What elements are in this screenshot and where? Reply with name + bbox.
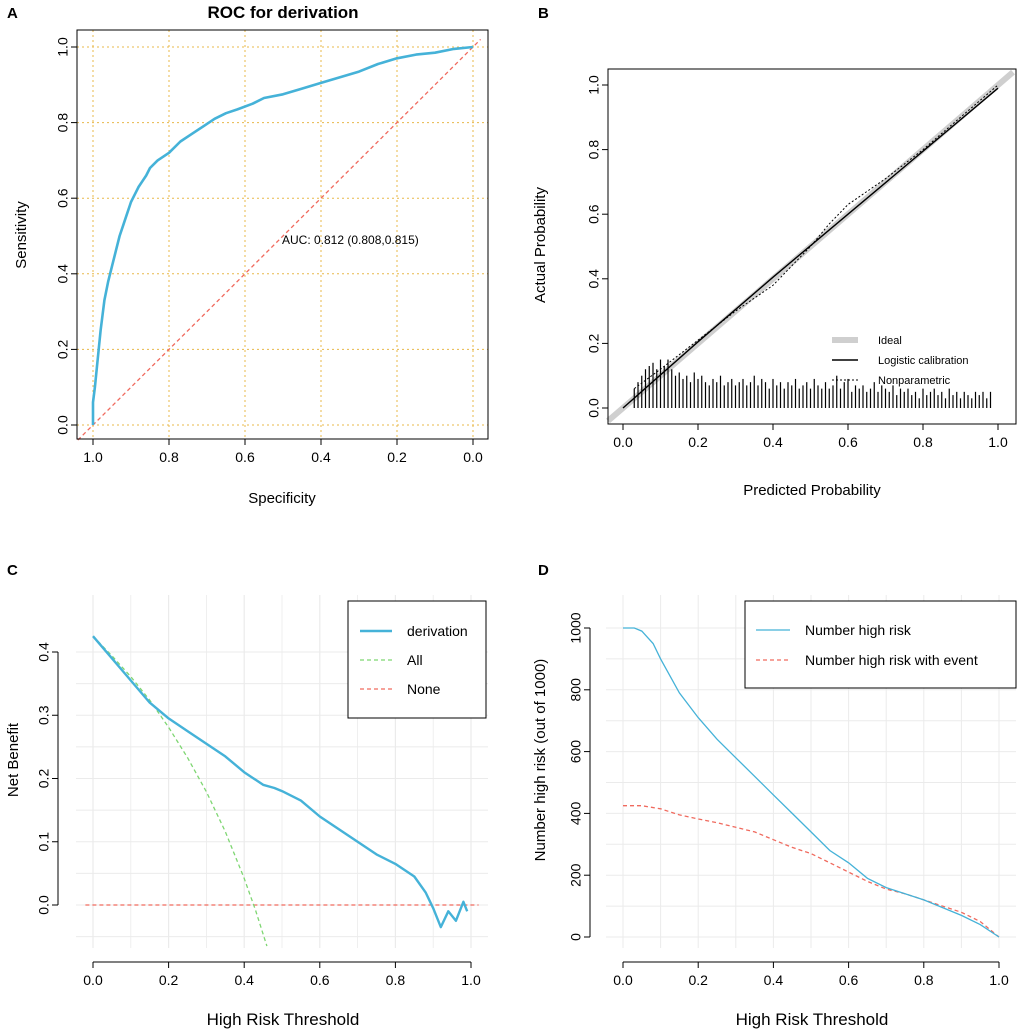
a-y-tick-label: 0.4 [55,264,71,284]
all-line [92,635,268,947]
legend-nonparametric-label: Nonparametric [878,375,951,387]
c-y-tick-label: 0.0 [36,895,52,915]
d-x-tick-label: 0.6 [839,972,859,988]
b-x-tick-label: 1.0 [988,434,1008,450]
d-y-tick-label: 200 [568,863,584,887]
panel-c: C derivation All None 0.0 0.2 0.4 0.6 0.8 1.0… [5,562,488,1029]
d-y-tick-label: 800 [568,678,584,702]
auc-annotation: AUC: 0.812 (0.808,0.815) [282,233,419,247]
logistic-calibration-line [622,87,999,409]
panel-b-legend: Ideal Logistic calibration Nonparametric [832,335,969,387]
panel-b-plot [606,69,1015,424]
a-x-tick-label: 0.0 [463,449,483,465]
b-y-tick-label: 0.2 [586,333,602,353]
b-x-tick-label: 0.0 [613,434,633,450]
b-x-tick-label: 0.2 [688,434,708,450]
panel-c-grid [76,595,488,948]
d-x-tick-label: 0.4 [764,972,784,988]
panel-d-letter: D [538,562,549,579]
b-y-tick-label: 1.0 [586,75,602,95]
panel-d: D Number high risk Number high risk with… [532,562,1017,1029]
d-y-tick-label: 1000 [568,612,584,643]
panel-a-letter: A [7,5,18,22]
panel-c-legend: derivation All None [347,600,487,719]
c-x-tick-label: 0.8 [386,972,406,988]
a-x-tick-label: 1.0 [83,449,103,465]
c-y-tick-label: 0.1 [36,832,52,852]
panel-d-grid [606,595,1016,948]
derivation-line [92,635,469,929]
b-x-tick-label: 0.4 [763,434,783,450]
panel-c-ylabel: Net Benefit [5,722,22,797]
panel-d-ticks: 0.0 0.2 0.4 0.6 0.8 1.0 0 200 400 600 800 1000 [568,612,1009,988]
roc-curve [91,45,474,425]
panel-a-plot [77,38,482,441]
panel-c-ticks: 0.0 0.2 0.4 0.6 0.8 1.0 0.0 0.1 0.2 0.3 0.4 [36,642,481,988]
legend-high-risk-label: Number high risk [805,622,912,638]
c-x-tick-label: 0.6 [310,972,330,988]
legend-with-event-label: Number high risk with event [805,652,978,668]
panel-b-letter: B [538,5,549,22]
panel-b-frame [607,68,1017,425]
b-y-tick-label: 0.4 [586,269,602,289]
panel-d-plot [623,627,1000,938]
d-x-tick-label: 0.2 [688,972,708,988]
d-y-tick-label: 0 [568,933,584,941]
d-x-tick-label: 0.0 [613,972,633,988]
panel-a-ticks: 1.0 0.8 0.6 0.4 0.2 0.0 0.0 0.2 0.4 0.6 0.8 1.0 [55,37,483,465]
d-x-tick-label: 0.8 [914,972,934,988]
panel-b-ticks: 0.0 0.2 0.4 0.6 0.8 1.0 0.0 0.2 0.4 0.6 0.8 1.0 [586,75,1008,450]
panel-c-letter: C [7,562,18,579]
c-x-tick-label: 0.2 [159,972,179,988]
panel-d-xlabel: High Risk Threshold [736,1010,889,1029]
panel-a-xlabel: Specificity [248,490,316,507]
legend-derivation-label: derivation [407,623,468,639]
a-x-tick-label: 0.4 [311,449,331,465]
a-x-tick-label: 0.8 [159,449,179,465]
panel-a-frame [76,29,489,440]
legend-ideal-label: Ideal [878,335,902,347]
a-y-tick-label: 0.0 [55,415,71,435]
b-y-tick-label: 0.6 [586,204,602,224]
a-y-tick-label: 0.8 [55,113,71,133]
c-x-tick-label: 0.4 [234,972,254,988]
a-y-tick-label: 0.6 [55,188,71,208]
panel-d-ylabel: Number high risk (out of 1000) [532,659,549,862]
d-x-tick-label: 1.0 [989,972,1009,988]
d-y-tick-label: 600 [568,740,584,764]
b-x-tick-label: 0.6 [838,434,858,450]
a-x-tick-label: 0.2 [387,449,407,465]
panel-b-ylabel: Actual Probability [532,187,549,303]
c-y-tick-label: 0.4 [36,642,52,662]
roc-reference-line [77,38,482,441]
legend-logistic-label: Logistic calibration [878,355,969,367]
panel-a-ylabel: Sensitivity [13,201,30,269]
panel-c-xlabel: High Risk Threshold [207,1010,360,1029]
legend-all-label: All [407,652,423,668]
legend-none-label: None [407,681,441,697]
panel-b: B 0.0 0.2 0.4 0.6 0.8 1.0 0.0 0.2 0.4 0.6 0.8 1.0 I… [532,5,1017,499]
b-y-tick-label: 0.8 [586,140,602,160]
c-y-tick-label: 0.3 [36,705,52,725]
c-y-tick-label: 0.2 [36,769,52,789]
panel-d-legend: Number high risk Number high risk with e… [744,600,1017,689]
b-x-tick-label: 0.8 [913,434,933,450]
nonparametric-line [634,84,999,390]
high-risk-line [623,627,1000,938]
c-x-tick-label: 1.0 [461,972,481,988]
a-y-tick-label: 1.0 [55,37,71,57]
c-x-tick-label: 0.0 [83,972,103,988]
b-y-tick-label: 0.0 [586,398,602,418]
panel-a: A ROC for derivation AUC: 0.812 (0.808,0… [7,3,489,507]
panel-a-grid [77,30,488,439]
panel-d-legend-box [744,600,1017,689]
a-x-tick-label: 0.6 [235,449,255,465]
d-y-tick-label: 400 [568,802,584,826]
high-risk-with-event-line [623,805,1000,938]
panel-a-title: ROC for derivation [207,3,358,22]
panel-c-plot [85,635,479,947]
panel-b-xlabel: Predicted Probability [743,482,881,499]
a-y-tick-label: 0.2 [55,339,71,359]
